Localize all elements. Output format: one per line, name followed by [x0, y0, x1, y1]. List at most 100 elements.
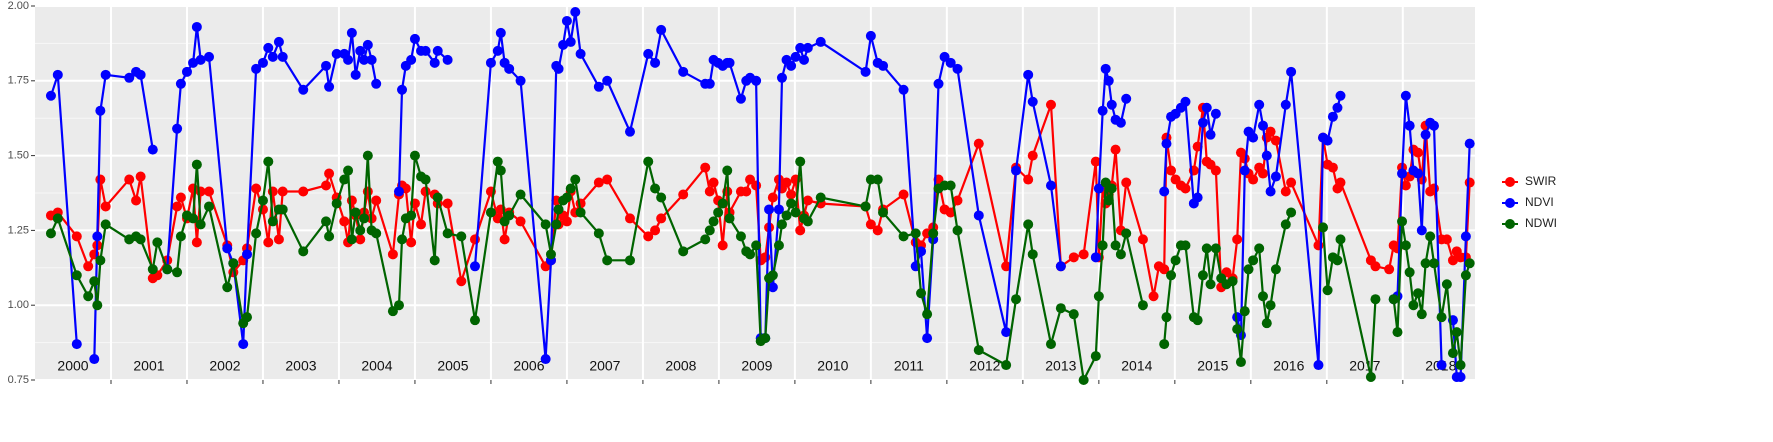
point: [1161, 312, 1172, 323]
point: [204, 201, 215, 212]
point: [1413, 147, 1424, 158]
point: [95, 105, 106, 116]
point: [1464, 258, 1475, 269]
point: [1322, 135, 1333, 146]
point: [1416, 225, 1427, 236]
point: [1166, 165, 1177, 176]
point: [277, 204, 288, 215]
legend-dot: [1505, 198, 1515, 208]
point: [1166, 270, 1177, 281]
point: [650, 57, 661, 68]
point: [162, 264, 173, 275]
point: [786, 198, 797, 209]
point: [124, 174, 135, 185]
point: [973, 138, 984, 149]
point: [1239, 165, 1250, 176]
point: [346, 27, 357, 38]
point: [339, 174, 350, 185]
point: [1239, 306, 1250, 317]
point: [1384, 264, 1395, 275]
point: [1270, 171, 1281, 182]
point: [429, 57, 440, 68]
point: [1093, 291, 1104, 302]
point: [878, 207, 889, 218]
point: [1093, 183, 1104, 194]
point: [773, 240, 784, 251]
point: [1436, 360, 1447, 371]
point: [242, 249, 253, 260]
point: [1428, 120, 1439, 131]
point: [324, 168, 335, 179]
point: [298, 186, 309, 197]
year-label: 2007: [589, 358, 620, 374]
point: [350, 207, 361, 218]
point: [1397, 168, 1408, 179]
point: [1280, 99, 1291, 110]
point: [1327, 111, 1338, 122]
point: [331, 48, 342, 59]
year-label: 2001: [133, 358, 164, 374]
point: [406, 54, 417, 65]
point: [1425, 231, 1436, 242]
point: [1180, 96, 1191, 107]
point: [767, 192, 778, 203]
point: [71, 231, 82, 242]
point: [393, 186, 404, 197]
point: [1280, 219, 1291, 230]
point: [910, 228, 921, 239]
point: [558, 39, 569, 50]
year-label: 2003: [285, 358, 316, 374]
year-label: 2000: [57, 358, 88, 374]
point: [89, 354, 100, 365]
point: [1090, 156, 1101, 167]
point: [456, 231, 467, 242]
point: [135, 234, 146, 245]
point: [1257, 291, 1268, 302]
point: [656, 192, 667, 203]
point: [1286, 207, 1297, 218]
point: [267, 216, 278, 227]
point: [973, 210, 984, 221]
point: [1078, 249, 1089, 260]
point: [1205, 129, 1216, 140]
point: [773, 204, 784, 215]
point: [492, 45, 503, 56]
point: [1001, 261, 1012, 272]
point: [678, 246, 689, 257]
point: [735, 231, 746, 242]
point: [1335, 234, 1346, 245]
point: [700, 162, 711, 173]
point: [565, 36, 576, 47]
point: [1023, 174, 1034, 185]
point: [1400, 90, 1411, 101]
point: [324, 81, 335, 92]
point: [602, 75, 613, 86]
point: [928, 228, 939, 239]
year-label: 2016: [1273, 358, 1304, 374]
year-label: 2002: [209, 358, 240, 374]
point: [764, 204, 775, 215]
point: [406, 210, 417, 221]
point: [650, 225, 661, 236]
point: [1257, 120, 1268, 131]
y-tick-label: 1.75: [8, 75, 29, 87]
point: [228, 258, 239, 269]
point: [1103, 75, 1114, 86]
point: [324, 231, 335, 242]
point: [191, 21, 202, 32]
point: [267, 51, 278, 62]
point: [1455, 360, 1466, 371]
point: [1201, 243, 1212, 254]
point: [371, 78, 382, 89]
point: [1192, 315, 1203, 326]
point: [71, 339, 82, 350]
point: [1180, 240, 1191, 251]
point: [1370, 294, 1381, 305]
point: [1447, 348, 1458, 359]
point: [495, 27, 506, 38]
point: [1205, 279, 1216, 290]
point: [704, 225, 715, 236]
point: [1192, 192, 1203, 203]
point: [346, 234, 357, 245]
point: [238, 339, 249, 350]
